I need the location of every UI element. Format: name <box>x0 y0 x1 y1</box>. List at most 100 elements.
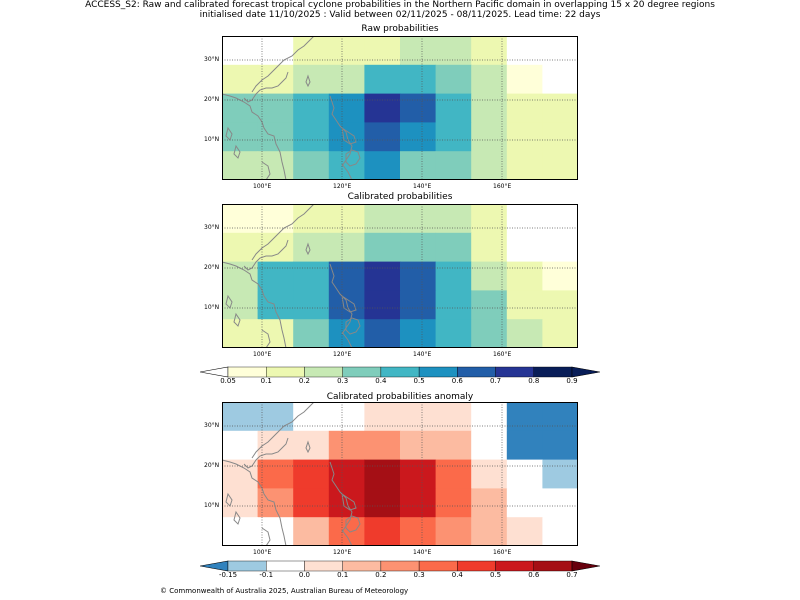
lon-tick-label: 160°E <box>493 351 512 358</box>
colorbar-tick-label: 0.5 <box>413 377 425 385</box>
grid-cell <box>293 36 330 66</box>
colorbar-tick-label: -0.1 <box>259 571 274 579</box>
grid-cell <box>471 151 508 180</box>
grid-cell <box>293 459 330 489</box>
grid-cell <box>435 204 472 234</box>
lat-tick-label: 20°N <box>204 264 220 271</box>
coastline <box>341 163 353 180</box>
grid-cell <box>222 517 259 546</box>
colorbar-segment <box>418 560 458 572</box>
grid-cell <box>400 488 437 518</box>
figure-title-line1: ACCESS_S2: Raw and calibrated forecast t… <box>85 0 715 10</box>
grid-cell <box>328 430 365 461</box>
grid-cell <box>364 93 401 123</box>
raw-probability-map: 100°E 120°E 140°E 160°E 30°N 20°N 10°N <box>204 36 578 190</box>
anomaly-map: 100°E 120°E 140°E 160°E 30°N 20°N 10°N <box>204 402 578 556</box>
grid-cell <box>400 430 437 461</box>
grid-cell <box>400 151 437 180</box>
grid-cell <box>471 488 508 518</box>
grid-cell <box>542 36 578 66</box>
grid-cell <box>400 261 437 291</box>
colorbar-tick-label: 0.6 <box>451 377 463 385</box>
grid-cell <box>435 517 472 546</box>
grid-cell <box>328 232 365 263</box>
grid-cell <box>435 151 472 180</box>
grid-cell <box>542 488 578 518</box>
grid-cell <box>293 232 330 263</box>
lat-tick-label: 30°N <box>204 56 220 63</box>
coastline <box>345 317 361 335</box>
grid-cell <box>506 204 543 234</box>
lon-tick-label: 140°E <box>413 549 432 556</box>
colorbar-tick-label: 0.05 <box>220 377 236 385</box>
grid-cell <box>435 232 472 263</box>
grid-cell <box>222 64 259 95</box>
grid-cell <box>471 122 508 152</box>
grid-cell <box>364 36 401 66</box>
grid-cell <box>435 36 472 66</box>
grid-cell <box>542 261 578 291</box>
grid-cell <box>542 151 578 180</box>
grid-cell <box>542 402 578 432</box>
grid-cell <box>293 93 330 123</box>
grid-cell <box>222 430 259 461</box>
grid-cell <box>222 36 259 66</box>
grid-cell <box>542 204 578 234</box>
grid-cell <box>293 319 330 348</box>
grid-cell <box>506 319 543 348</box>
grid-cell <box>293 261 330 291</box>
grid-cell <box>506 36 543 66</box>
grid-cell <box>471 261 508 291</box>
lat-tick-label: 10°N <box>204 502 220 509</box>
grid-cell <box>435 122 472 152</box>
colorbar-segment <box>533 560 573 572</box>
coastline <box>243 71 289 103</box>
coastline <box>233 510 241 525</box>
grid-cell <box>506 261 543 291</box>
colorbar-tick-label: 0.3 <box>337 377 349 385</box>
grid-cell <box>506 488 543 518</box>
grid-cell <box>400 319 437 348</box>
grid-cell <box>293 204 330 234</box>
colorbar-canvas <box>199 560 601 572</box>
grid-cell <box>293 290 330 320</box>
grid-cell <box>222 204 259 234</box>
map-canvas <box>222 402 578 546</box>
colorbar-under-arrow <box>199 560 229 572</box>
colorbar-tick-label: 0.4 <box>451 571 463 579</box>
coastline <box>233 312 241 327</box>
anomaly-colorbar: -0.15 -0.1 0.0 0.1 0.2 0.3 0.4 0.5 0.6 0.7 <box>199 557 601 581</box>
lat-tick-label: 10°N <box>204 136 220 143</box>
grid-cell <box>364 488 401 518</box>
grid-cell <box>542 93 578 123</box>
figure-title-line2: initialised date 11/10/2025 : Valid betw… <box>199 10 601 20</box>
colorbar-tick-label: 0.1 <box>337 571 349 579</box>
colorbar-tick-label: 0.8 <box>528 377 540 385</box>
probability-colorbar: 0.05 0.1 0.2 0.3 0.4 0.5 0.6 0.7 0.8 0.9 <box>199 363 601 387</box>
map-frame <box>222 402 578 546</box>
colorbar-tick-label: 0.1 <box>260 377 272 385</box>
colorbar-tick-label: 0.7 <box>489 377 502 385</box>
grid-cell <box>222 459 259 489</box>
grid-cell <box>400 93 437 123</box>
colorbar-segment <box>266 366 305 378</box>
grid-cell <box>471 36 508 66</box>
lon-tick-label: 160°E <box>493 549 512 556</box>
grid-cell <box>400 517 437 546</box>
grid-cell <box>400 64 437 95</box>
grid-cell <box>257 122 294 152</box>
panel-title-raw: Raw probabilities <box>361 24 439 34</box>
calibrated-probability-map: 100°E 120°E 140°E 160°E 30°N 20°N 10°N <box>204 204 578 358</box>
lon-tick-label: 140°E <box>413 351 432 358</box>
grid-cell <box>222 402 259 432</box>
coastline <box>345 149 361 167</box>
grid-cell <box>542 430 578 461</box>
grid-cell <box>435 459 472 489</box>
grid-cell <box>435 402 472 432</box>
grid-cell <box>222 93 259 123</box>
coastline <box>251 204 315 261</box>
colorbar-tick-label: 0.6 <box>528 571 540 579</box>
grid-cell <box>506 459 543 489</box>
grid-cell <box>542 232 578 263</box>
grid-cell <box>471 430 508 461</box>
